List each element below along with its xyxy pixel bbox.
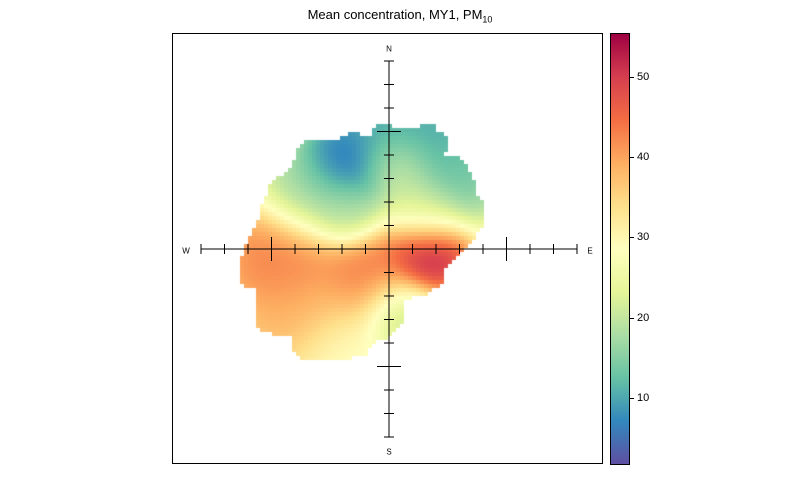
title-subscript: 10: [482, 14, 493, 25]
compass-north: N: [386, 44, 392, 54]
colorbar-tick-label: 40: [637, 151, 650, 164]
compass-south: S: [386, 447, 392, 457]
colorbar-tick: [630, 237, 634, 239]
colorbar-tick: [630, 317, 634, 319]
compass-west: W: [182, 246, 190, 256]
colorbar-tick-label: 30: [637, 231, 650, 244]
colorbar-tick-label: 50: [637, 71, 650, 84]
colorbar-tick-label: 10: [637, 391, 650, 404]
chart-title: Mean concentration, MY1, PM10: [307, 7, 493, 25]
colorbar-tick: [630, 157, 634, 159]
colorbar-tick: [630, 77, 634, 79]
colorbar: [610, 33, 630, 465]
colorbar-tick-label: 20: [637, 311, 650, 324]
compass-east: E: [587, 246, 593, 256]
colorbar-tick: [630, 397, 634, 399]
